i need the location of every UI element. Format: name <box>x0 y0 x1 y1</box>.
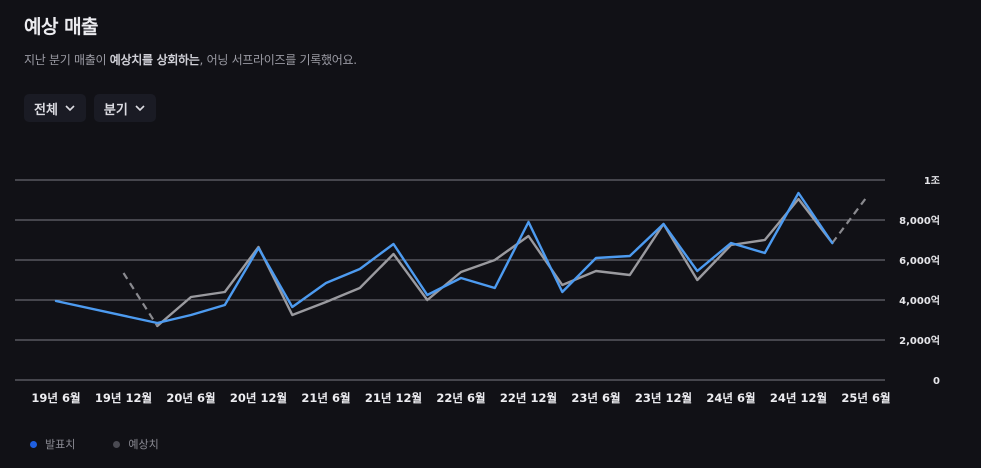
x-tick-label: 19년 12월 <box>95 391 152 405</box>
chart-legend: 발표치 예상치 <box>30 436 159 452</box>
x-tick-label: 22년 6월 <box>436 391 485 405</box>
subtitle-text-post: , 어닝 서프라이즈를 기록했어요. <box>199 53 358 67</box>
legend-item-actual[interactable]: 발표치 <box>30 436 75 452</box>
y-tick-label: 4,000억 <box>899 295 940 307</box>
chevron-down-icon <box>65 105 75 112</box>
series-line-estimate-forecast <box>831 197 867 244</box>
x-tick-label: 23년 12월 <box>635 391 692 405</box>
chevron-down-icon <box>135 105 145 112</box>
range-filter-label: 전체 <box>34 102 58 118</box>
x-tick-label: 20년 12월 <box>230 391 287 405</box>
y-tick-label: 2,000억 <box>899 335 940 347</box>
period-filter-dropdown[interactable]: 분기 <box>93 94 156 122</box>
legend-swatch-estimate <box>113 440 121 448</box>
range-filter-dropdown[interactable]: 전체 <box>24 94 86 122</box>
y-tick-label: 8,000억 <box>899 215 940 227</box>
legend-item-estimate[interactable]: 예상치 <box>113 436 159 452</box>
legend-label-actual: 발표치 <box>45 438 76 451</box>
series-line-actual <box>54 191 834 325</box>
x-tick-label: 19년 6월 <box>31 391 80 405</box>
x-tick-label: 21년 6월 <box>301 391 350 405</box>
x-tick-label: 23년 6월 <box>571 391 620 405</box>
legend-swatch-actual <box>30 440 37 448</box>
x-tick-label: 22년 12월 <box>500 391 557 405</box>
x-tick-label: 21년 12월 <box>365 391 422 405</box>
series-line-estimate <box>156 197 834 328</box>
x-tick-label: 20년 6월 <box>166 391 215 405</box>
x-tick-label: 25년 6월 <box>841 391 890 405</box>
legend-label-estimate: 예상치 <box>128 438 159 451</box>
series-line-estimate-forecast <box>122 272 159 327</box>
page-subtitle: 지난 분기 매출이 예상치를 상회하는, 어닝 서프라이즈를 기록했어요. <box>24 51 357 68</box>
x-tick-label: 24년 6월 <box>706 391 755 405</box>
subtitle-text-bold: 예상치를 상회하는 <box>109 53 200 67</box>
page-title: 예상 매출 <box>24 16 99 38</box>
y-tick-label: 1조 <box>924 175 940 187</box>
y-tick-label: 6,000억 <box>899 255 940 267</box>
y-tick-label: 0 <box>933 376 940 387</box>
filter-bar: 전체 분기 <box>24 94 156 122</box>
x-tick-label: 24년 12월 <box>770 391 827 405</box>
period-filter-label: 분기 <box>103 102 128 118</box>
subtitle-text-pre: 지난 분기 매출이 <box>24 53 110 67</box>
